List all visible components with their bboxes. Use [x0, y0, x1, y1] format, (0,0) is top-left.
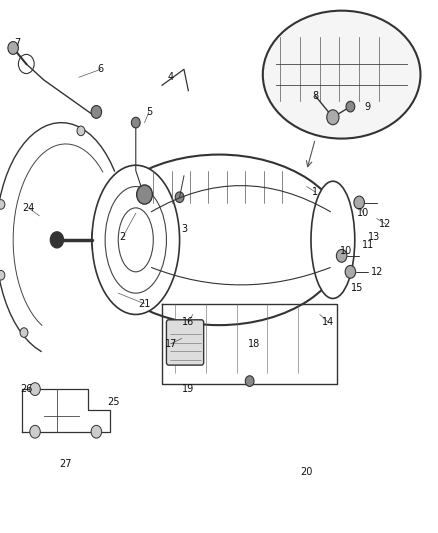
Ellipse shape: [118, 208, 153, 272]
Text: 12: 12: [371, 267, 383, 277]
Circle shape: [345, 265, 356, 278]
Circle shape: [50, 232, 64, 248]
Ellipse shape: [311, 181, 355, 298]
Text: 17: 17: [165, 339, 177, 349]
Text: 21: 21: [138, 299, 151, 309]
Circle shape: [131, 117, 140, 128]
Ellipse shape: [92, 165, 180, 314]
Circle shape: [0, 200, 5, 209]
Circle shape: [346, 101, 355, 112]
Text: 24: 24: [22, 203, 35, 213]
Circle shape: [327, 110, 339, 125]
Circle shape: [30, 425, 40, 438]
Ellipse shape: [105, 187, 166, 293]
Ellipse shape: [92, 155, 346, 325]
Circle shape: [336, 249, 347, 262]
Text: 10: 10: [340, 246, 352, 255]
Text: 20: 20: [300, 467, 313, 477]
Circle shape: [8, 42, 18, 54]
FancyBboxPatch shape: [166, 320, 204, 365]
Circle shape: [77, 126, 85, 136]
Ellipse shape: [263, 11, 420, 139]
Circle shape: [91, 106, 102, 118]
Circle shape: [245, 376, 254, 386]
Text: 26: 26: [20, 384, 32, 394]
Text: 9: 9: [365, 102, 371, 111]
Text: 5: 5: [146, 107, 152, 117]
Text: 2: 2: [120, 232, 126, 242]
Text: 15: 15: [351, 283, 363, 293]
Circle shape: [354, 196, 364, 209]
Text: 16: 16: [182, 318, 194, 327]
Text: 11: 11: [362, 240, 374, 250]
Circle shape: [0, 270, 5, 280]
Text: 8: 8: [312, 91, 318, 101]
Circle shape: [30, 383, 40, 395]
Text: 27: 27: [60, 459, 72, 469]
Text: 18: 18: [248, 339, 260, 349]
Text: 12: 12: [379, 219, 392, 229]
Circle shape: [175, 192, 184, 203]
Text: 14: 14: [322, 318, 335, 327]
Text: 1: 1: [312, 187, 318, 197]
Text: 3: 3: [181, 224, 187, 234]
Text: 13: 13: [368, 232, 381, 242]
Text: 6: 6: [98, 64, 104, 74]
Circle shape: [137, 185, 152, 204]
Text: 7: 7: [14, 38, 21, 47]
Circle shape: [91, 425, 102, 438]
Text: 4: 4: [168, 72, 174, 82]
Circle shape: [20, 328, 28, 337]
Text: 19: 19: [182, 384, 194, 394]
Text: 10: 10: [357, 208, 370, 218]
Text: 25: 25: [108, 398, 120, 407]
